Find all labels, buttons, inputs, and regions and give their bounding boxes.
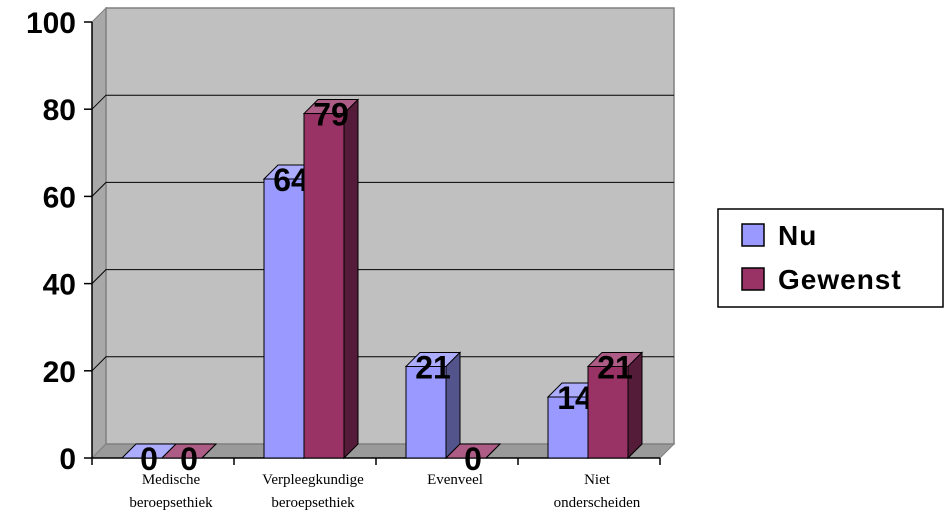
legend-label: Nu xyxy=(778,220,817,251)
bar-side xyxy=(627,351,643,460)
data-label: 21 xyxy=(597,349,633,385)
x-tick-label: Niet xyxy=(584,472,611,488)
y-tick-label: 60 xyxy=(43,181,76,214)
bar-front xyxy=(587,365,629,459)
data-label: 14 xyxy=(557,380,593,416)
data-label: 79 xyxy=(313,97,349,133)
gridline xyxy=(91,181,674,197)
data-label: 0 xyxy=(464,441,482,477)
gridline xyxy=(91,356,674,372)
bar-front xyxy=(405,365,447,459)
y-tick-label: 20 xyxy=(43,356,76,389)
x-tick-label: beroepsethiek xyxy=(271,495,355,511)
gridline xyxy=(91,269,674,284)
legend-swatch xyxy=(741,267,765,291)
x-tick-label: Evenveel xyxy=(427,472,483,488)
y-tick-label: 100 xyxy=(26,7,76,40)
data-label: 64 xyxy=(273,162,309,198)
bar-front xyxy=(303,113,345,459)
data-label: 0 xyxy=(180,441,198,477)
bar-side xyxy=(343,98,359,460)
plot-back-wall xyxy=(105,7,675,445)
bar-front xyxy=(263,178,305,459)
bar-side xyxy=(201,443,217,459)
x-tick-label: onderscheiden xyxy=(554,495,641,511)
y-tick-label: 0 xyxy=(59,443,76,476)
y-tick-label: 40 xyxy=(43,269,76,302)
x-tick-label: beroepsethiek xyxy=(129,495,213,511)
data-label: 21 xyxy=(415,349,451,385)
bar-front xyxy=(547,396,589,459)
x-tick-label: Verpleegkundige xyxy=(262,472,364,488)
bar-side xyxy=(485,443,501,459)
x-tick-label: Medische xyxy=(142,472,201,488)
y-tick-label: 80 xyxy=(43,94,76,127)
data-label: 0 xyxy=(140,441,158,477)
legend-swatch xyxy=(741,223,765,247)
plot-side-wall xyxy=(91,6,107,460)
legend-label: Gewenst xyxy=(778,264,902,295)
gridline xyxy=(91,94,674,110)
